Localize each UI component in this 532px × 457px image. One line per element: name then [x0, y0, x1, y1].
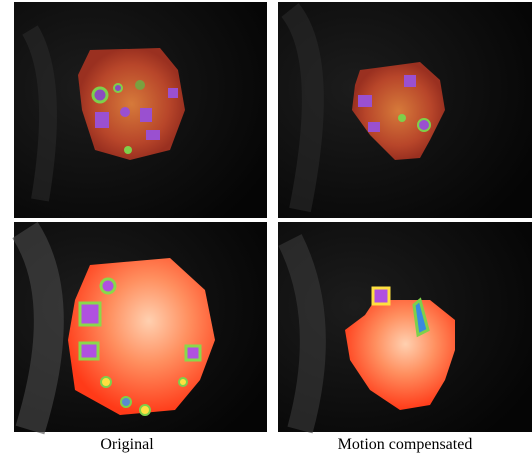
panel-original-bottom — [14, 222, 267, 432]
caption: Original — [0, 436, 254, 454]
figure: Original Motion compensated (() => { con… — [0, 0, 532, 457]
panel-compensated-bottom — [278, 222, 532, 432]
panel-original-top — [14, 2, 267, 218]
image-grid — [0, 0, 532, 436]
panel-compensated-top — [278, 2, 532, 218]
caption: Motion compensated — [278, 436, 532, 454]
